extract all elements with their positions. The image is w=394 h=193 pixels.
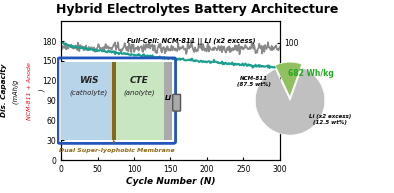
FancyBboxPatch shape [173,94,180,111]
Text: (mAh/g: (mAh/g [13,77,19,104]
Text: Dis. Capacity: Dis. Capacity [1,64,7,118]
Text: (catholyte): (catholyte) [69,90,108,96]
X-axis label: Cycle Number (N): Cycle Number (N) [126,177,215,186]
Text: Full-Cell: NCM-811 || Li (x2 excess): Full-Cell: NCM-811 || Li (x2 excess) [126,38,255,45]
Text: Li (x2 excess)
(12.5 wt%): Li (x2 excess) (12.5 wt%) [309,114,351,125]
Bar [61,62,115,140]
Text: ): ) [39,89,46,92]
Wedge shape [275,62,302,97]
Text: Dual Super-lyophobic Membrane: Dual Super-lyophobic Membrane [59,141,175,153]
Text: WiS: WiS [78,76,98,85]
Wedge shape [255,68,325,135]
Text: NCM-811 + Anode: NCM-811 + Anode [27,62,32,120]
Text: Li: Li [165,95,171,101]
Text: 682 Wh/kg: 682 Wh/kg [288,69,334,78]
Text: (anolyte): (anolyte) [124,90,155,96]
Bar [164,62,172,140]
Bar [115,62,165,140]
Bar [114,62,116,140]
Bar [112,62,113,140]
Text: NCM-811
(87.5 wt%): NCM-811 (87.5 wt%) [237,76,271,87]
Text: Hybrid Electrolytes Battery Architecture: Hybrid Electrolytes Battery Architecture [56,3,338,16]
Text: CTE: CTE [130,76,149,85]
Y-axis label: CE (%): CE (%) [302,74,311,107]
